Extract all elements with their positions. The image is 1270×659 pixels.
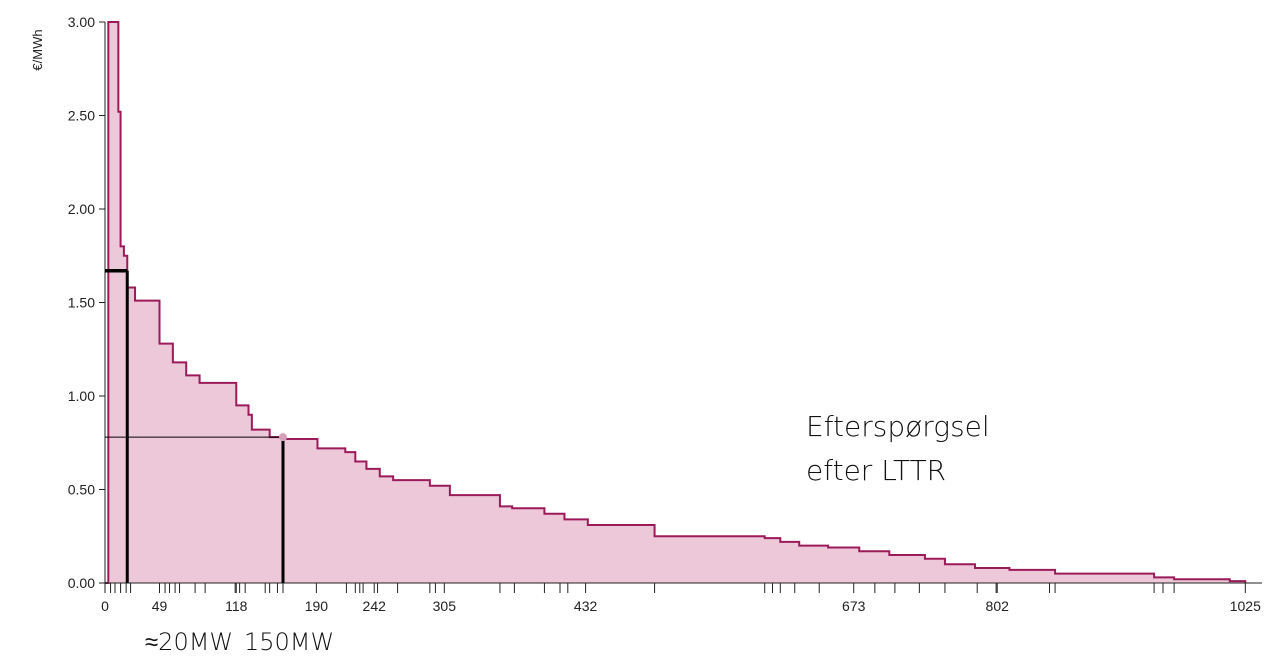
y-tick-label: 1.50 bbox=[68, 295, 95, 311]
y-tick-label: 1.00 bbox=[68, 388, 95, 404]
x-tick-label: 0 bbox=[101, 598, 109, 614]
x-tick-label: 1025 bbox=[1230, 598, 1261, 614]
y-tick-label: 2.50 bbox=[68, 108, 95, 124]
area bbox=[105, 22, 1246, 583]
reference-point bbox=[279, 433, 287, 442]
y-tick-label: 3.00 bbox=[68, 14, 95, 30]
x-tick-label: 118 bbox=[225, 598, 248, 614]
x-tick-label: 190 bbox=[305, 598, 329, 614]
x-tick-label: 305 bbox=[433, 598, 457, 614]
y-tick-label: 2.00 bbox=[68, 201, 95, 217]
x-tick-label: 49 bbox=[152, 598, 168, 614]
x-tick-label: 802 bbox=[986, 598, 1010, 614]
series-label: Efterspørgsel bbox=[806, 410, 990, 443]
reference-label: 150MW bbox=[244, 628, 334, 656]
reference-label: ≈20MW bbox=[145, 628, 233, 656]
x-tick-label: 673 bbox=[842, 598, 866, 614]
step-line bbox=[105, 21, 1247, 584]
y-axis-label: €/MWh bbox=[30, 29, 45, 70]
series-label: efter LTTR bbox=[806, 454, 946, 487]
x-tick-label: 432 bbox=[574, 598, 598, 614]
y-tick-label: 0.00 bbox=[68, 575, 95, 591]
y-tick-label: 0.50 bbox=[68, 482, 95, 498]
x-tick-label: 242 bbox=[363, 598, 387, 614]
